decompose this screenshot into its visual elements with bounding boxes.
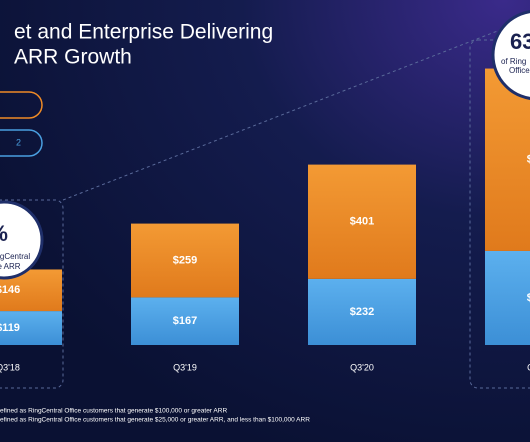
value-label: $259: [173, 254, 197, 266]
x-tick-label: Q3'18: [0, 362, 20, 372]
callout-text: RingCentral: [0, 252, 30, 261]
value-label: $119: [0, 322, 20, 334]
footnote: efined as RingCentral Office customers t…: [0, 417, 310, 424]
legend-pill: [0, 129, 43, 157]
callout-value: 5%: [0, 221, 8, 246]
x-tick-label: Q3'20: [350, 362, 374, 372]
connector: [62, 29, 501, 201]
highlight-box: [0, 199, 64, 389]
bar-segment: [308, 278, 416, 345]
callout-text: e ARR: [0, 262, 21, 271]
bar-segment: [308, 164, 416, 279]
bar-segment: [131, 223, 239, 298]
value-label: $146: [0, 284, 20, 296]
bar-segment: [485, 68, 530, 251]
value-label: $640: [527, 154, 530, 166]
x-tick-label: Q3'21: [527, 362, 530, 372]
bar-segment: [0, 311, 62, 345]
value-label: $330: [527, 292, 530, 304]
value-label: $167: [173, 315, 197, 327]
callout-circle: [491, 10, 530, 100]
value-label: $232: [350, 306, 374, 318]
bar-segment: [131, 297, 239, 345]
title: ARR Growth: [14, 46, 132, 69]
legend-fragment: 2: [16, 137, 21, 147]
value-label: $401: [350, 216, 374, 228]
bar-segment: [485, 250, 530, 345]
legend-pill: [0, 91, 43, 119]
callout-text: Office: [509, 66, 530, 75]
footnote: efined as RingCentral Office customers t…: [0, 408, 227, 415]
title: et and Enterprise Delivering: [14, 21, 273, 44]
x-tick-label: Q3'19: [173, 362, 197, 372]
callout-circle: [0, 200, 44, 280]
callout-value: 63: [510, 29, 530, 54]
callout-text: of Ring: [501, 57, 526, 66]
